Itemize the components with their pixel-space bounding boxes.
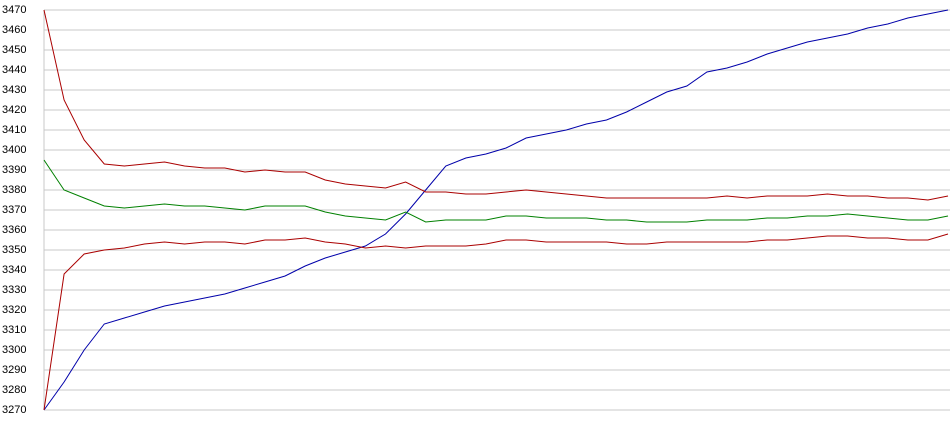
y-tick-label: 3440: [2, 64, 26, 76]
y-tick-label: 3430: [2, 84, 26, 96]
line-series: [43, 233, 949, 411]
y-tick-label: 3390: [2, 164, 26, 176]
y-tick-label: 3350: [2, 244, 26, 256]
y-tick-label: 3330: [2, 284, 26, 296]
y-tick-label: 3290: [2, 364, 26, 376]
y-tick-label: 3400: [2, 144, 26, 156]
line-series: [43, 9, 949, 411]
y-tick-label: 3410: [2, 124, 26, 136]
y-tick-label: 3420: [2, 104, 26, 116]
y-tick-label: 3380: [2, 184, 26, 196]
line-series: [43, 159, 949, 223]
y-tick-label: 3470: [2, 4, 26, 16]
y-tick-label: 3340: [2, 264, 26, 276]
y-tick-label: 3450: [2, 44, 26, 56]
y-tick-label: 3300: [2, 344, 26, 356]
y-tick-label: 3320: [2, 304, 26, 316]
y-tick-label: 3360: [2, 224, 26, 236]
y-tick-label: 3280: [2, 384, 26, 396]
y-tick-label: 3270: [2, 404, 26, 416]
y-tick-label: 3370: [2, 204, 26, 216]
y-tick-label: 3460: [2, 24, 26, 36]
y-tick-label: 3310: [2, 324, 26, 336]
line-series: [43, 9, 949, 201]
